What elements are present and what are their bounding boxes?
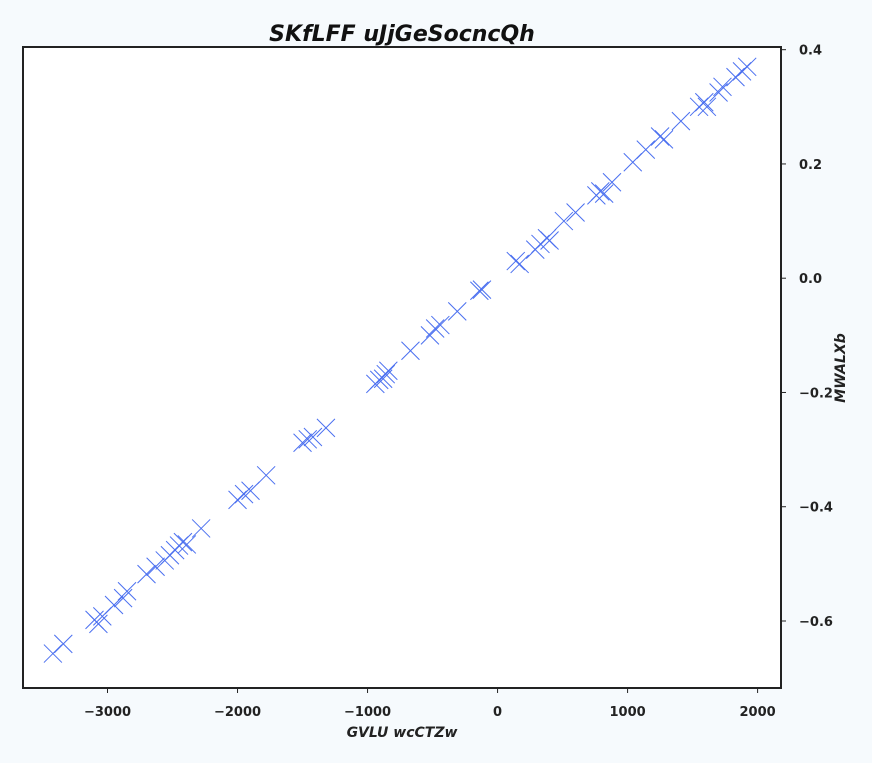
data-point [697,97,717,117]
data-point [650,127,670,146]
data-point [117,581,137,601]
data-point [671,111,691,131]
y-tick-label: −0.2 [799,386,833,401]
y-tick-label: −0.6 [799,615,833,630]
data-point [636,140,656,160]
data-point [173,532,193,552]
data-point [191,519,211,538]
data-point [506,251,526,271]
y-tick-label: −0.4 [799,501,833,516]
data-point [378,361,398,381]
x-tick-label: 1000 [609,705,645,720]
data-point [737,57,757,77]
data-point [146,557,165,577]
y-tick-label: 0.4 [799,44,822,59]
x-tick-label: 2000 [740,705,776,720]
data-point [256,465,276,485]
data-point [53,634,73,654]
data-point [594,184,614,204]
x-axis-label: GVLU wcCTZw [347,725,458,741]
x-tick-label: −3000 [84,705,131,720]
data-point [293,433,312,453]
data-point [694,92,714,112]
data-points [43,57,757,663]
data-point [234,484,254,504]
x-tick-label: −2000 [214,705,261,720]
data-point [376,364,396,384]
y-axis-label: MWALXb [833,333,849,402]
x-tick-label: 0 [493,705,502,720]
data-point [373,369,393,389]
data-point [425,319,445,338]
data-point [431,315,450,335]
data-point [540,231,559,250]
data-point [401,341,420,361]
data-point [113,588,133,608]
data-point [709,83,728,102]
plot-background [23,47,781,688]
data-point [303,427,323,447]
data-point [713,77,732,97]
data-point [654,130,674,149]
data-point [602,172,622,192]
chart-title: SKfLFF uJjGeSocncQh [269,22,535,47]
data-point [566,203,585,222]
data-point [177,535,197,554]
x-tick-label: −1000 [344,705,391,720]
data-point [510,254,530,274]
data-point [470,281,489,301]
data-point [298,429,318,449]
data-point [241,481,260,501]
y-axis-ticks: 0.4 0.2 0.0 −0.2 −0.4 −0.6 [781,44,833,630]
data-point [554,211,574,231]
data-point [472,280,492,299]
data-point [104,595,124,615]
plot-frame [22,46,782,689]
data-point [316,418,336,438]
x-axis-ticks: −3000 −2000 −1000 0 1000 2000 [84,688,776,720]
data-point [137,564,156,584]
y-tick-label: 0.0 [799,272,822,287]
data-point [590,182,610,201]
y-tick-label: 0.2 [799,158,822,173]
data-point [447,301,467,321]
